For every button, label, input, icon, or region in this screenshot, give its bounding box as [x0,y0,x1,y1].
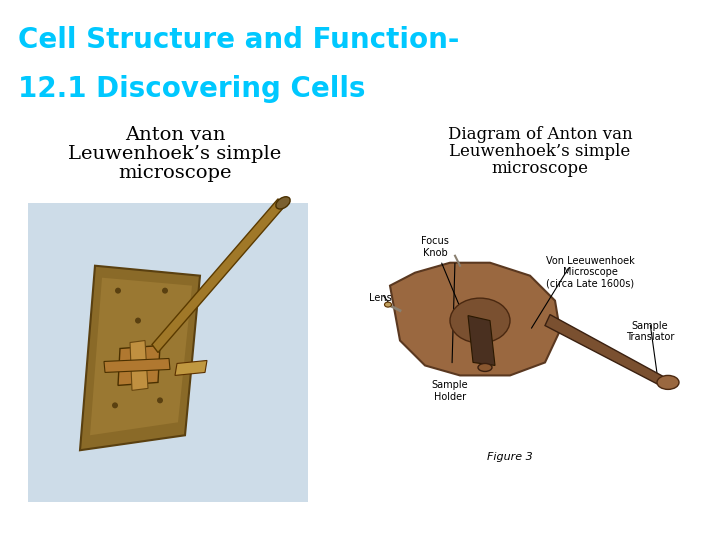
Text: Leuwenhoek’s simple: Leuwenhoek’s simple [449,143,631,160]
Text: 12.1 Discovering Cells: 12.1 Discovering Cells [18,76,366,104]
Text: microscope: microscope [118,164,232,182]
Text: Anton van: Anton van [125,126,225,144]
Polygon shape [104,359,170,373]
Ellipse shape [276,197,290,209]
Text: Sample
Translator: Sample Translator [626,321,674,342]
Polygon shape [468,315,495,366]
Text: Sample
Holder: Sample Holder [432,380,468,402]
Text: Lens: Lens [369,293,392,302]
Ellipse shape [478,363,492,372]
FancyBboxPatch shape [28,203,308,502]
Polygon shape [545,315,665,386]
Text: microscope: microscope [492,160,588,177]
Text: Von Leeuwenhoek
Microscope
(circa Late 1600s): Von Leeuwenhoek Microscope (circa Late 1… [546,256,634,289]
Ellipse shape [115,288,121,294]
Text: Leuwenhoek’s simple: Leuwenhoek’s simple [68,145,282,163]
Polygon shape [175,361,207,375]
Ellipse shape [657,375,679,389]
Polygon shape [390,263,560,375]
Ellipse shape [162,288,168,294]
Ellipse shape [112,402,118,408]
Ellipse shape [384,302,392,307]
Text: Figure 3: Figure 3 [487,452,533,462]
Polygon shape [152,199,285,353]
Polygon shape [118,346,160,386]
Polygon shape [90,278,192,435]
Ellipse shape [157,397,163,403]
Ellipse shape [450,298,510,343]
Ellipse shape [135,318,141,323]
Polygon shape [130,341,148,390]
Text: Cell Structure and Function-: Cell Structure and Function- [18,25,459,53]
Text: Diagram of Anton van: Diagram of Anton van [448,126,632,143]
Polygon shape [80,266,200,450]
Text: Focus
Knob: Focus Knob [421,236,484,365]
